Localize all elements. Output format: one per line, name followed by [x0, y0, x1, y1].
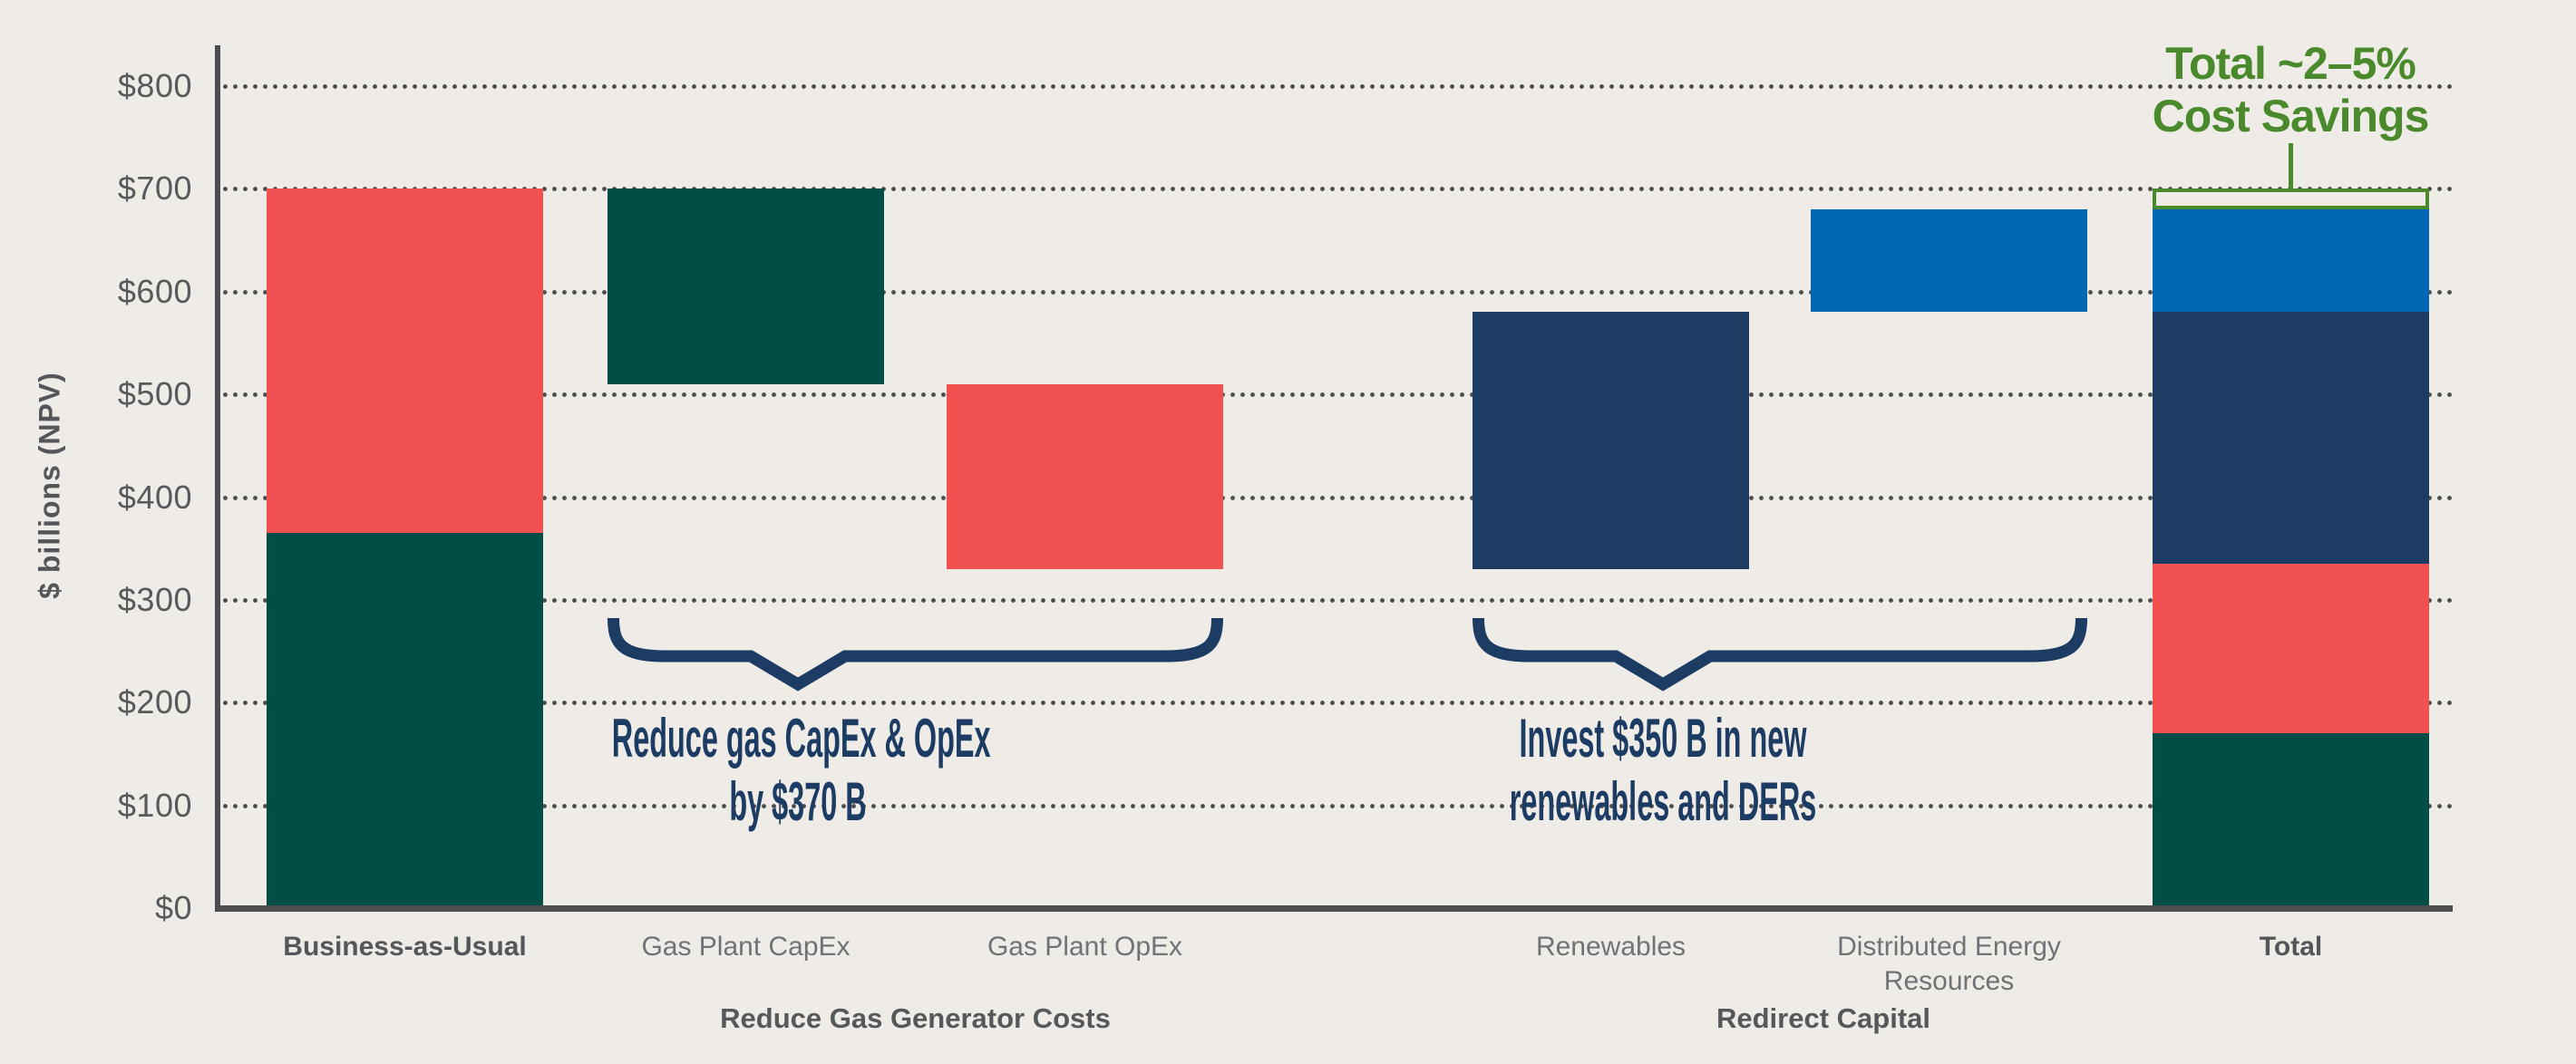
category-label-total: Total — [2092, 930, 2491, 964]
category-label-gas-plant-opex: Gas Plant OpEx — [886, 930, 1285, 964]
category-label-line: Gas Plant CapEx — [641, 932, 851, 962]
callout-connector-line — [2289, 143, 2293, 189]
gridline-800 — [220, 84, 2455, 89]
category-label-gas-plant-capex: Gas Plant CapEx — [547, 930, 946, 964]
bar-total-segment-navy — [2153, 312, 2429, 564]
category-label-line: Renewables — [1535, 932, 1687, 962]
x-axis-line — [215, 905, 2453, 912]
category-label-renewables: Renewables — [1412, 930, 1811, 964]
gridline-100 — [220, 804, 2455, 808]
category-label-line: Resources — [1883, 966, 2015, 996]
category-label-line: Gas Plant OpEx — [987, 932, 1183, 962]
y-tick-label-400: $400 — [117, 479, 192, 516]
gridline-200 — [220, 701, 2455, 705]
y-tick-label-800: $800 — [117, 67, 192, 104]
group-label-redirect-capital: Redirect Capital — [1716, 1002, 1930, 1034]
brace-annotation-line: renewables and DERs — [1509, 771, 1817, 832]
y-tick-label-100: $100 — [117, 787, 192, 824]
brace-annotation-line: Invest $350 B in new — [1519, 708, 1807, 769]
category-label-line: Total — [2259, 932, 2323, 962]
category-label-line: Business-as-Usual — [283, 932, 527, 962]
brace-annotation-1: Reduce gas CapEx & OpEx by $370 B — [611, 707, 991, 834]
y-tick-label-500: $500 — [117, 375, 192, 412]
brace-annotation-line: Reduce gas CapEx & OpEx — [611, 708, 991, 769]
group-label-reduce-gas-generator-costs: Reduce Gas Generator Costs — [720, 1002, 1111, 1034]
bar-business-as-usual-segment-teal — [267, 533, 543, 908]
y-tick-label-200: $200 — [117, 683, 192, 721]
bar-business-as-usual-segment-coral — [267, 189, 543, 533]
gridline-400 — [220, 496, 2455, 500]
category-label-business-as-usual: Business-as-Usual — [206, 930, 605, 964]
y-tick-label-700: $700 — [117, 169, 192, 207]
cost-savings-callout: Total ~2–5% Cost Savings — [2018, 37, 2562, 142]
brace-2 — [1473, 617, 2087, 692]
category-label-distributed-energy-resources: Distributed Energy Resources — [1750, 930, 2149, 999]
bar-distributed-energy-resources-segment-blue — [1811, 209, 2087, 312]
callout-line-2: Cost Savings — [2152, 91, 2430, 141]
brace-annotation-line: by $370 B — [729, 771, 867, 832]
bar-gas-plant-opex-segment-coral — [947, 384, 1223, 569]
brace-1 — [608, 617, 1223, 692]
brace-annotation-2: Invest $350 B in new renewables and DERs — [1477, 707, 1849, 834]
y-tick-label-600: $600 — [117, 273, 192, 310]
bar-total-segment-cost-savings — [2153, 189, 2429, 209]
y-tick-label-0: $0 — [154, 889, 192, 926]
category-label-line: Distributed Energy — [1837, 932, 2061, 962]
bar-total-segment-blue — [2153, 209, 2429, 312]
callout-line-1: Total ~2–5% — [2165, 38, 2416, 89]
gridline-300 — [220, 598, 2455, 603]
y-tick-label-300: $300 — [117, 581, 192, 618]
gridline-700 — [220, 187, 2455, 191]
y-axis-line — [215, 45, 220, 912]
bar-total-segment-coral — [2153, 564, 2429, 733]
bar-gas-plant-capex-segment-teal — [608, 189, 884, 384]
bar-renewables-segment-navy — [1473, 312, 1749, 569]
gridline-600 — [220, 290, 2455, 295]
gridline-500 — [220, 392, 2455, 397]
bar-total-segment-teal — [2153, 733, 2429, 908]
